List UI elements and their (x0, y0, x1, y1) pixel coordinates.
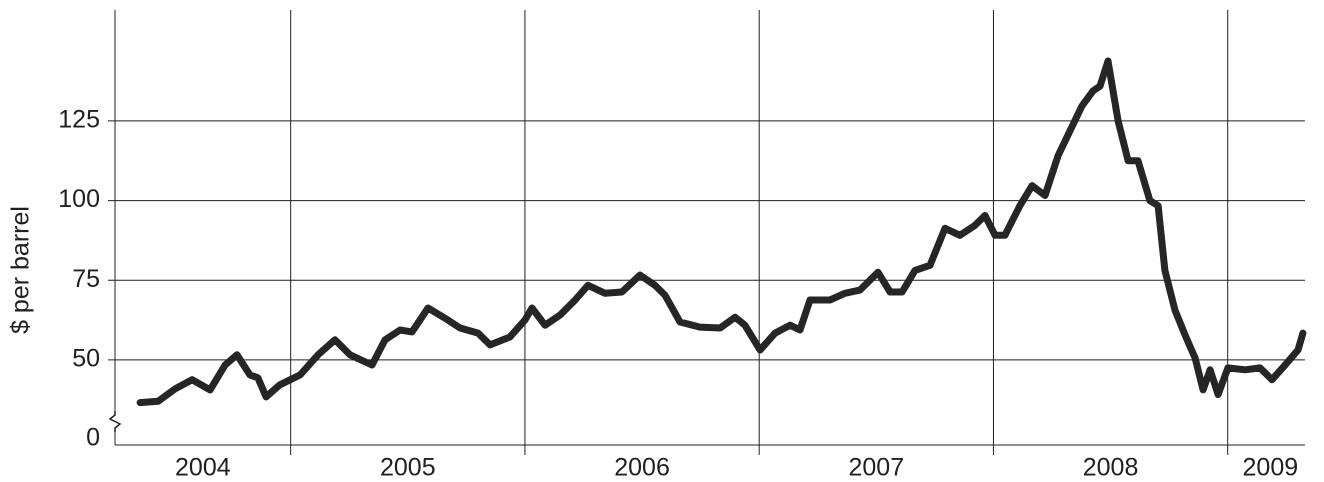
x-tick-label: 2004 (175, 454, 231, 482)
x-tick-label: 2006 (614, 454, 670, 482)
y-tick-label: 0 (86, 424, 100, 452)
x-tick-label: 2008 (1083, 454, 1139, 482)
price-line (136, 57, 1307, 407)
y-axis-label: $ per barrel (7, 206, 35, 334)
y-tick-label: 125 (58, 106, 100, 134)
y-tick-label: 100 (58, 185, 100, 213)
x-tick-label: 2009 (1243, 454, 1299, 482)
x-tick-label: 2007 (849, 454, 905, 482)
axis-break (108, 411, 122, 432)
y-tick-label: 75 (72, 265, 100, 293)
y-tick-label: 50 (72, 345, 100, 373)
x-tick-label: 2005 (380, 454, 436, 482)
